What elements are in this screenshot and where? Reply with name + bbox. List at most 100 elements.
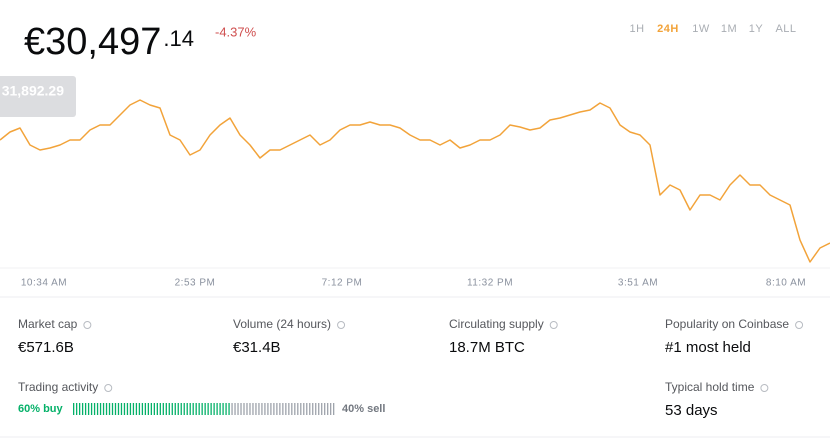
x-tick-label: 8:10 AM xyxy=(766,278,806,289)
range-button[interactable]: 1Y xyxy=(749,23,764,35)
x-tick-label: 3:51 AM xyxy=(618,278,658,289)
sell-tick xyxy=(297,403,299,415)
sell-tick xyxy=(273,403,275,415)
sell-tick xyxy=(258,403,260,415)
sell-label: 40% sell xyxy=(342,403,385,415)
buy-label: 60% buy xyxy=(18,403,64,415)
sell-tick xyxy=(279,403,281,415)
buy-tick xyxy=(126,403,129,415)
buy-tick xyxy=(225,403,227,415)
sell-tick xyxy=(255,403,257,415)
range-button[interactable]: 24H xyxy=(657,23,679,35)
buy-tick xyxy=(99,403,102,415)
buy-tick xyxy=(117,403,120,415)
buy-tick xyxy=(165,403,167,415)
buy-tick xyxy=(162,403,164,415)
stat-value: €31.4B xyxy=(233,339,281,356)
buy-tick xyxy=(90,403,93,415)
buy-tick xyxy=(81,403,84,415)
price: €30,497 xyxy=(24,21,161,63)
buy-tick xyxy=(129,403,132,415)
buy-tick xyxy=(174,403,176,415)
stat-value: #1 most held xyxy=(665,339,751,356)
buy-tick xyxy=(189,403,191,415)
info-icon xyxy=(83,321,92,329)
buy-tick xyxy=(198,403,200,415)
stat-value: €571.6B xyxy=(18,339,74,356)
sell-tick xyxy=(252,403,254,415)
sell-tick xyxy=(240,403,242,415)
range-button[interactable]: 1H xyxy=(629,23,644,35)
buy-tick xyxy=(192,403,194,415)
trading-label: Trading activity xyxy=(18,380,98,394)
tooltip-box xyxy=(0,76,76,117)
range-button[interactable]: 1M xyxy=(721,23,737,35)
sell-tick xyxy=(309,403,311,415)
buy-tick xyxy=(147,403,150,415)
sell-tick xyxy=(231,403,233,415)
buy-tick xyxy=(204,403,206,415)
buy-tick xyxy=(96,403,99,415)
sell-tick xyxy=(333,403,335,415)
stat-label: Volume (24 hours) xyxy=(233,317,331,331)
buy-tick xyxy=(84,403,87,415)
sell-tick xyxy=(291,403,293,415)
sell-tick xyxy=(315,403,317,415)
sell-tick xyxy=(264,403,266,415)
sell-tick xyxy=(324,403,326,415)
buy-tick xyxy=(216,403,218,415)
buy-tick xyxy=(222,403,224,415)
buy-tick xyxy=(78,403,81,415)
price-cents: .14 xyxy=(163,26,194,51)
buy-tick xyxy=(228,403,230,415)
sell-tick xyxy=(285,403,287,415)
buy-tick xyxy=(186,403,188,415)
stat-value: 18.7M BTC xyxy=(449,339,525,356)
buy-tick xyxy=(213,403,215,415)
info-icon xyxy=(549,321,558,329)
sell-tick xyxy=(327,403,329,415)
sell-tick xyxy=(300,403,302,415)
info-icon xyxy=(337,321,346,329)
sell-tick xyxy=(276,403,278,415)
price-change: -4.37% xyxy=(215,24,257,39)
info-icon xyxy=(760,384,769,392)
sell-tick xyxy=(306,403,308,415)
buy-tick xyxy=(132,403,135,415)
info-icon xyxy=(795,321,804,329)
buy-tick xyxy=(102,403,105,415)
sell-tick xyxy=(237,403,239,415)
info-icon xyxy=(104,384,113,392)
buy-tick xyxy=(108,403,111,415)
sell-tick xyxy=(318,403,320,415)
buy-tick xyxy=(195,403,197,415)
range-button[interactable]: ALL xyxy=(775,23,796,35)
sell-tick xyxy=(294,403,296,415)
buy-tick xyxy=(135,403,138,415)
price-line xyxy=(0,99,830,263)
hold-value: 53 days xyxy=(665,402,718,419)
sell-tick xyxy=(288,403,290,415)
buy-tick xyxy=(159,403,161,415)
stat-label: Circulating supply xyxy=(449,317,544,331)
buy-tick xyxy=(111,403,114,415)
buy-tick xyxy=(210,403,212,415)
buy-tick xyxy=(207,403,209,415)
buy-tick xyxy=(201,403,203,415)
sell-tick xyxy=(312,403,314,415)
sell-tick xyxy=(321,403,323,415)
buy-tick xyxy=(73,403,75,415)
buy-tick xyxy=(219,403,221,415)
buy-tick xyxy=(180,403,182,415)
stat-label: Popularity on Coinbase xyxy=(665,317,789,331)
buy-tick xyxy=(156,403,158,415)
x-tick-label: 11:32 PM xyxy=(467,278,513,289)
range-button[interactable]: 1W xyxy=(692,23,710,35)
sell-tick xyxy=(234,403,236,415)
buy-tick xyxy=(153,403,155,415)
hold-label: Typical hold time xyxy=(665,380,755,394)
buy-tick xyxy=(141,403,144,415)
buy-tick xyxy=(114,403,117,415)
